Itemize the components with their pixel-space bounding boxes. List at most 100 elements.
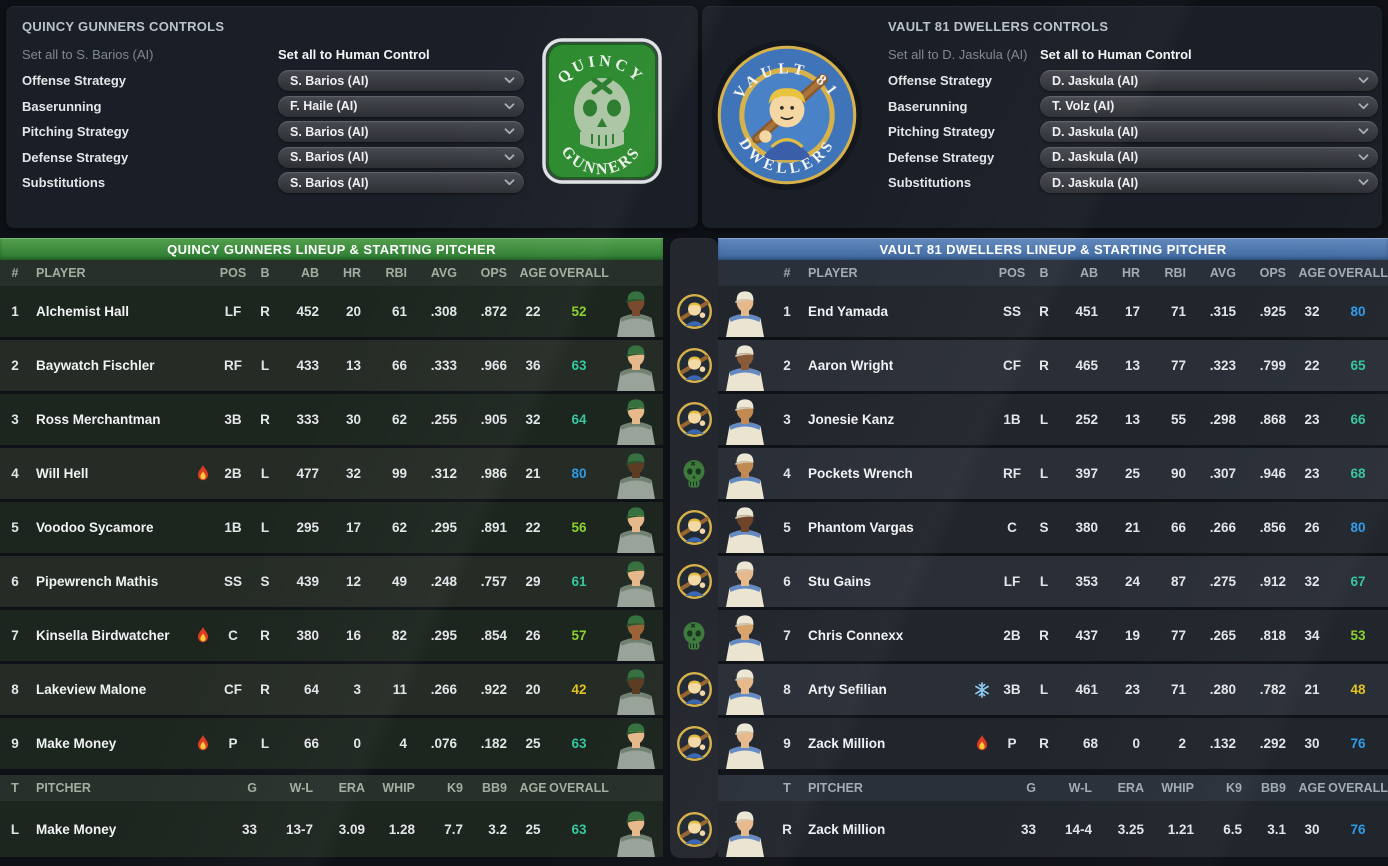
set-all-human-button[interactable]: Set all to Human Control <box>1040 47 1192 62</box>
player-name[interactable]: Chris Connexx <box>808 628 904 643</box>
player-age: 32 <box>1304 304 1320 319</box>
stat-rbi: 77 <box>1170 628 1186 643</box>
control-row: Substitutions S. Barios (AI) <box>22 170 524 196</box>
stat-ops: .905 <box>480 412 507 427</box>
player-portrait <box>718 556 772 607</box>
column-header: B <box>260 266 270 280</box>
player-bats: L <box>260 358 270 373</box>
player-age: 20 <box>525 682 541 697</box>
player-name[interactable]: Arty Sefilian <box>808 682 887 697</box>
player-name[interactable]: Stu Gains <box>808 574 872 589</box>
pitching-strategy-dropdown[interactable]: S. Barios (AI) <box>278 121 524 143</box>
player-name[interactable]: Voodoo Sycamore <box>36 520 154 535</box>
stat-hr: 0 <box>1132 736 1140 751</box>
player-name[interactable]: Phantom Vargas <box>808 520 914 535</box>
defense-strategy-dropdown[interactable]: D. Jaskula (AI) <box>1040 146 1378 168</box>
player-age: 34 <box>1304 628 1320 643</box>
lineup-row: 2 Aaron Wright CF R 465 13 77 .323 .799 22 65 <box>718 340 1388 391</box>
player-pos: SS <box>223 574 242 589</box>
baserunning-dropdown[interactable]: T. Volz (AI) <box>1040 95 1378 117</box>
control-label: Pitching Strategy <box>22 124 129 140</box>
column-header: G <box>247 781 257 795</box>
player-name[interactable]: Ross Merchantman <box>36 412 161 427</box>
control-row: Pitching Strategy S. Barios (AI) <box>22 119 524 145</box>
lineup-row: 4 Pockets Wrench RF L 397 25 90 .307 .946 23 68 <box>718 448 1388 499</box>
lineup-row: 1 End Yamada SS R 451 17 71 .315 .925 32 80 <box>718 286 1388 337</box>
baserunning-dropdown[interactable]: F. Haile (AI) <box>278 95 524 117</box>
chevron-down-icon <box>1358 103 1369 110</box>
matchup-cell <box>670 664 718 715</box>
player-name[interactable]: End Yamada <box>808 304 889 319</box>
stat-rbi: 77 <box>1170 358 1186 373</box>
stat-g: 33 <box>1020 821 1036 837</box>
set-all-ai-button[interactable]: Set all to D. Jaskula (AI) <box>888 47 1028 62</box>
player-portrait <box>609 610 663 661</box>
stat-rbi: 87 <box>1170 574 1186 589</box>
control-label: Pitching Strategy <box>888 124 995 140</box>
player-portrait <box>718 610 772 661</box>
player-name[interactable]: Will Hell <box>36 466 89 481</box>
lineup-row: 1 Alchemist Hall LF R 452 20 61 .308 .872 22 52 <box>0 286 663 337</box>
stat-hr: 3 <box>353 682 361 697</box>
player-name[interactable]: Pockets Wrench <box>808 466 913 481</box>
player-name[interactable]: Pipewrench Mathis <box>36 574 159 589</box>
player-portrait <box>718 801 772 857</box>
quincy-controls-panel: QUINCY GUNNERS CONTROLS Set all to S. Ba… <box>6 6 698 228</box>
player-overall: 68 <box>1350 466 1366 481</box>
stat-ops: .757 <box>480 574 507 589</box>
player-age: 25 <box>525 821 541 837</box>
player-name[interactable]: Aaron Wright <box>808 358 894 373</box>
player-overall: 56 <box>571 520 587 535</box>
player-pos: RF <box>224 358 242 373</box>
dropdown-selected-value: S. Barios (AI) <box>290 175 369 190</box>
substitutions-dropdown[interactable]: S. Barios (AI) <box>278 172 524 194</box>
stat-wl: 14-4 <box>1064 821 1092 837</box>
chevron-down-icon <box>504 128 515 135</box>
stat-hr: 13 <box>1124 358 1140 373</box>
stat-hr: 17 <box>345 520 361 535</box>
player-number: 7 <box>783 628 791 643</box>
control-label: Defense Strategy <box>888 149 995 165</box>
player-name[interactable]: Zack Million <box>808 736 886 751</box>
stat-ops: .925 <box>1259 304 1286 319</box>
stat-ab: 64 <box>303 682 319 697</box>
lineup-rows: 1 Alchemist Hall LF R 452 20 61.308.872 22 52 2 Ba… <box>0 286 663 769</box>
column-header: POS <box>998 266 1026 280</box>
stat-ops: .868 <box>1259 412 1286 427</box>
player-number: 2 <box>11 358 19 373</box>
player-name[interactable]: Make Money <box>36 736 117 751</box>
player-age: 29 <box>525 574 541 589</box>
player-pos: 1B <box>224 520 242 535</box>
player-bats: R <box>260 682 270 697</box>
player-name[interactable]: Baywatch Fischler <box>36 358 155 373</box>
player-name[interactable]: Kinsella Birdwatcher <box>36 628 170 643</box>
vault81-dwellers-logo: VAULT 81 DWELLERS <box>710 38 864 192</box>
player-bats: R <box>1039 304 1049 319</box>
stat-ab: 465 <box>1075 358 1098 373</box>
player-pos: 3B <box>224 412 242 427</box>
vault81-lineup-table: VAULT 81 DWELLERS LINEUP & STARTING PITC… <box>718 238 1388 857</box>
player-name[interactable]: Alchemist Hall <box>36 304 130 319</box>
player-overall: 63 <box>571 821 587 837</box>
player-name[interactable]: Jonesie Kanz <box>808 412 895 427</box>
flame-icon <box>191 735 215 752</box>
stat-avg: .076 <box>430 736 457 751</box>
pitcher-name[interactable]: Make Money <box>36 821 117 837</box>
defense-strategy-dropdown[interactable]: S. Barios (AI) <box>278 146 524 168</box>
player-bats: L <box>1039 574 1049 589</box>
pitcher-name[interactable]: Zack Million <box>808 821 886 837</box>
offense-strategy-dropdown[interactable]: D. Jaskula (AI) <box>1040 70 1378 92</box>
lineup-row: 2 Baywatch Fischler RF L 433 13 66 .333 .966 36 63 <box>0 340 663 391</box>
pitching-strategy-dropdown[interactable]: D. Jaskula (AI) <box>1040 121 1378 143</box>
player-bats: S <box>260 574 270 589</box>
substitutions-dropdown[interactable]: D. Jaskula (AI) <box>1040 172 1378 194</box>
column-header: # <box>11 266 19 280</box>
player-portrait <box>718 664 772 715</box>
player-name[interactable]: Lakeview Malone <box>36 682 147 697</box>
column-header: HR <box>1121 266 1140 280</box>
player-number: 1 <box>783 304 791 319</box>
column-header: OVERALL <box>549 781 609 795</box>
set-all-ai-button[interactable]: Set all to S. Barios (AI) <box>22 47 154 62</box>
set-all-human-button[interactable]: Set all to Human Control <box>278 47 430 62</box>
offense-strategy-dropdown[interactable]: S. Barios (AI) <box>278 70 524 92</box>
